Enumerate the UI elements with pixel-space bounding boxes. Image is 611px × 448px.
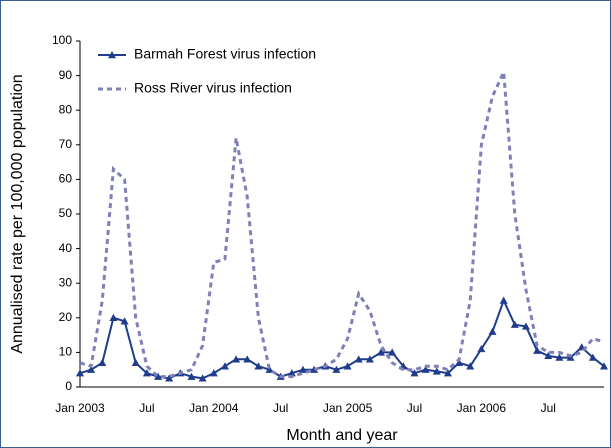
x-tick-label: Jan 2004 [189, 401, 239, 415]
y-tick-label: 10 [59, 345, 73, 359]
point-marker [521, 322, 530, 330]
point-marker [310, 365, 319, 373]
point-marker [220, 362, 229, 370]
point-marker [209, 369, 218, 377]
y-tick-label: 0 [65, 379, 72, 393]
point-marker [388, 348, 397, 356]
series-line [79, 66, 605, 379]
x-tick-label: Jan 2005 [323, 401, 373, 415]
point-marker [154, 372, 163, 380]
point-marker [87, 365, 96, 373]
y-tick-label: 20 [59, 310, 73, 324]
point-marker [198, 374, 207, 382]
point-marker [365, 355, 374, 363]
point-marker [232, 355, 241, 363]
point-marker [120, 317, 129, 325]
legend-marker [108, 51, 116, 59]
x-tick-label: Jul [273, 401, 288, 415]
point-marker [533, 346, 542, 354]
x-tick-label: Jul [407, 401, 422, 415]
legend-label: Barmah Forest virus infection [134, 46, 316, 62]
point-marker [421, 365, 430, 373]
y-axis-title: Annualised rate per 100,000 population [9, 74, 26, 353]
y-tick-label: 80 [59, 102, 73, 116]
point-marker [377, 348, 386, 356]
point-marker [466, 362, 475, 370]
point-marker [499, 296, 508, 304]
point-marker [265, 365, 274, 373]
point-marker [287, 369, 296, 377]
point-marker [343, 362, 352, 370]
y-tick-label: 60 [59, 172, 73, 186]
y-tick-label: 100 [52, 33, 72, 47]
point-marker [410, 369, 419, 377]
point-marker [600, 362, 608, 370]
point-marker [243, 355, 252, 363]
y-tick-label: 70 [59, 137, 73, 151]
x-tick-label: Jul [139, 401, 154, 415]
point-marker [510, 320, 519, 328]
y-tick-label: 90 [59, 68, 73, 82]
point-marker [544, 351, 553, 360]
point-marker [254, 362, 263, 370]
x-tick-label: Jul [541, 401, 556, 415]
y-tick-label: 40 [59, 241, 73, 255]
point-marker [142, 369, 151, 377]
y-tick-label: 30 [59, 275, 73, 289]
point-marker [131, 358, 140, 366]
point-marker [488, 327, 497, 335]
point-marker [354, 355, 363, 363]
x-tick-label: Jan 2006 [457, 401, 507, 415]
point-marker [455, 358, 464, 366]
point-marker [477, 344, 486, 353]
legend-label: Ross River virus infection [134, 80, 292, 96]
point-marker [165, 374, 174, 382]
point-marker [76, 369, 84, 377]
point-marker [588, 353, 597, 361]
point-marker [432, 367, 441, 375]
point-marker [298, 365, 307, 373]
point-marker [98, 358, 107, 366]
point-marker [187, 372, 196, 380]
point-marker [109, 313, 118, 321]
y-tick-label: 50 [59, 206, 73, 220]
point-marker [555, 353, 564, 361]
x-axis-title: Month and year [286, 427, 398, 444]
point-marker [332, 365, 341, 373]
x-tick-label: Jan 2003 [55, 401, 105, 415]
point-marker [443, 369, 452, 377]
